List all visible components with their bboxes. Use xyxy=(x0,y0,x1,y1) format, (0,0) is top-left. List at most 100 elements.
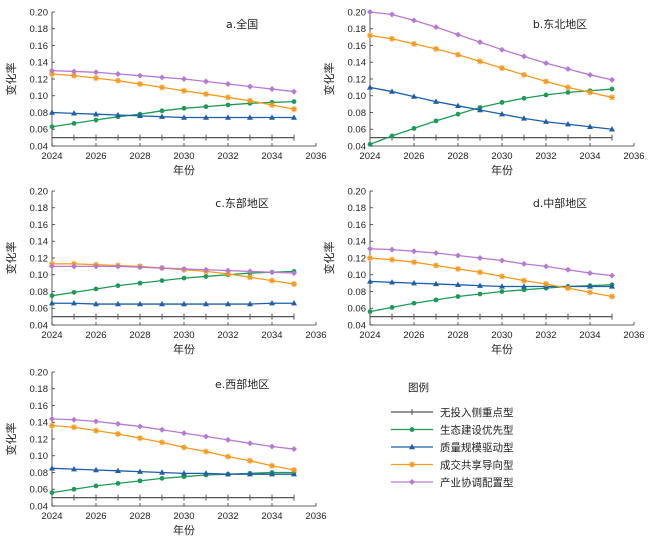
series-line xyxy=(369,34,613,99)
data-point xyxy=(389,35,395,42)
data-point xyxy=(433,297,439,303)
y-tick-label: 0.20 xyxy=(30,7,49,18)
data-point xyxy=(433,249,439,256)
y-axis-title: 变化率 xyxy=(4,63,18,96)
x-tick-label: 2034 xyxy=(261,151,282,162)
series-4 xyxy=(49,422,297,473)
data-point xyxy=(247,268,253,275)
data-point xyxy=(433,45,439,52)
data-point xyxy=(247,97,253,104)
data-point xyxy=(159,426,165,433)
data-point xyxy=(587,283,593,289)
data-point xyxy=(521,115,527,121)
data-point xyxy=(225,102,231,108)
data-point xyxy=(367,278,373,284)
data-point xyxy=(49,293,55,299)
y-tick-label: 0.08 xyxy=(348,108,367,119)
y-tick-label: 0.16 xyxy=(30,401,49,412)
data-point xyxy=(203,300,209,307)
data-point xyxy=(411,259,417,266)
y-tick-label: 0.10 xyxy=(30,270,49,281)
x-tick-label: 2028 xyxy=(447,151,468,162)
x-tick-label: 2034 xyxy=(579,330,600,341)
y-tick-label: 0.08 xyxy=(348,287,367,298)
data-point xyxy=(499,100,505,105)
x-tick-label: 2024 xyxy=(359,151,380,162)
data-point xyxy=(115,111,121,118)
data-point xyxy=(181,470,187,476)
data-point xyxy=(389,279,395,285)
y-tick-label: 0.14 xyxy=(30,58,49,69)
series-1 xyxy=(369,134,613,141)
x-tick-label: 2030 xyxy=(173,330,194,341)
data-point xyxy=(499,283,505,289)
data-point xyxy=(521,53,527,60)
data-point xyxy=(367,84,373,90)
data-point xyxy=(477,255,483,261)
data-point xyxy=(477,269,483,276)
legend-item-3: 质量规模驱动型 xyxy=(391,441,514,454)
data-point xyxy=(291,106,297,113)
data-point xyxy=(71,486,77,492)
data-point xyxy=(71,289,77,295)
data-point xyxy=(225,453,231,460)
data-point xyxy=(455,281,461,287)
data-point xyxy=(291,466,297,473)
data-point xyxy=(543,92,549,98)
data-point xyxy=(269,101,275,108)
data-point xyxy=(159,300,165,307)
data-point xyxy=(225,300,231,307)
data-point xyxy=(115,420,121,427)
data-point xyxy=(225,114,231,120)
x-axis-title: 年份 xyxy=(491,342,513,356)
y-tick-label: 0.18 xyxy=(30,203,49,214)
data-point xyxy=(181,87,187,94)
data-point xyxy=(521,95,527,101)
data-point xyxy=(93,300,99,307)
data-point xyxy=(203,266,209,273)
data-point xyxy=(411,93,417,99)
data-point xyxy=(115,300,121,307)
y-tick-label: 0.14 xyxy=(348,237,367,248)
data-point xyxy=(433,98,439,104)
data-point xyxy=(203,114,209,120)
y-tick-label: 0.16 xyxy=(30,41,49,52)
data-point xyxy=(115,77,121,84)
x-tick-label: 2030 xyxy=(173,511,194,522)
data-point xyxy=(543,263,549,270)
series-line xyxy=(369,257,613,298)
data-point xyxy=(225,267,231,274)
legend-swatch-marker xyxy=(409,427,415,432)
data-point xyxy=(181,300,187,307)
data-point xyxy=(477,282,483,288)
series-line xyxy=(51,100,295,128)
series-line xyxy=(52,302,294,305)
y-axis-title: 变化率 xyxy=(322,242,336,275)
data-point xyxy=(411,279,417,286)
data-point xyxy=(159,469,165,475)
y-tick-label: 0.14 xyxy=(348,58,367,69)
data-point xyxy=(609,293,615,300)
data-point xyxy=(477,106,483,113)
series-line xyxy=(369,11,613,81)
legend-label: 生态建设优先型 xyxy=(440,423,514,436)
data-point xyxy=(499,257,505,264)
data-point xyxy=(291,446,297,453)
data-point xyxy=(499,65,505,72)
x-axis-title: 年份 xyxy=(173,523,195,537)
data-point xyxy=(389,11,395,18)
data-point xyxy=(203,448,209,455)
data-point xyxy=(291,270,297,277)
y-tick-label: 0.12 xyxy=(30,434,49,445)
x-tick-label: 2024 xyxy=(359,330,380,341)
data-point xyxy=(291,280,297,287)
data-point xyxy=(269,114,275,120)
chart-panel-2: 0.04 0.06 0.08 0.10 0.12 0.14 0.16 0.18 0.20 2024… xyxy=(322,7,645,177)
data-point xyxy=(521,71,527,78)
data-point xyxy=(609,283,615,289)
x-tick-label: 2030 xyxy=(173,151,194,162)
data-point xyxy=(159,84,165,91)
x-tick-label: 2032 xyxy=(535,151,556,162)
data-point xyxy=(181,76,187,82)
data-point xyxy=(367,32,373,39)
